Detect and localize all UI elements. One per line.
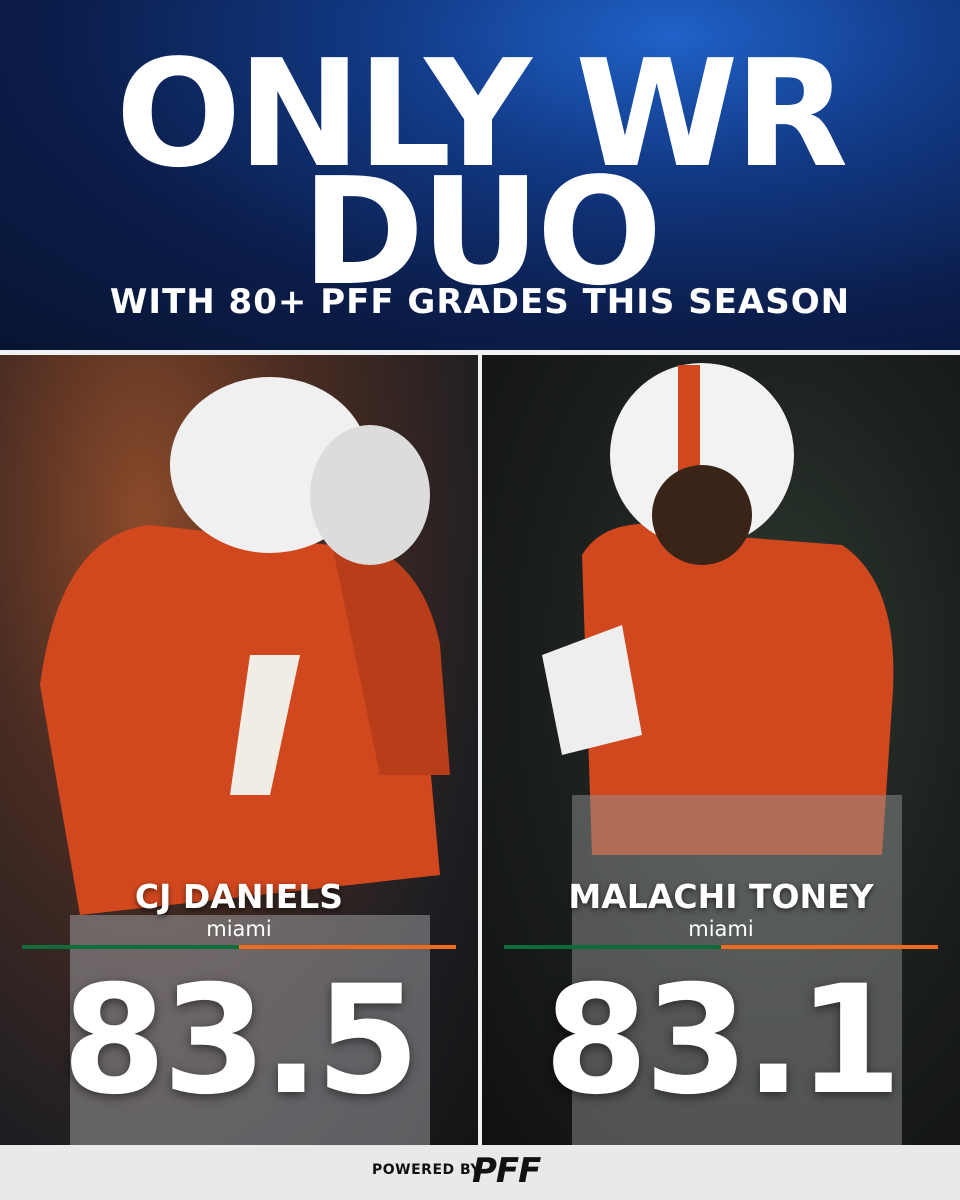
pants	[70, 915, 430, 1145]
player-card: CJ DANIELS miami 83.5	[0, 355, 478, 1145]
glove	[542, 625, 642, 755]
color-bar	[504, 945, 938, 949]
jersey	[330, 535, 450, 775]
player-school: miami	[688, 917, 754, 941]
powered-by: POWERED BY	[372, 1162, 482, 1178]
helmet-stripe	[678, 365, 700, 475]
player-name: CJ DANIELS	[134, 877, 344, 916]
face	[652, 465, 752, 565]
helmet	[310, 425, 430, 565]
footer: POWERED BY PFF	[0, 1145, 960, 1200]
color-bar	[22, 945, 456, 949]
header: ONLY WR DUO WITH 80+ PFF GRADES THIS SEA…	[0, 0, 960, 350]
player-photo	[40, 377, 450, 1145]
jersey-number	[230, 655, 300, 795]
pants	[572, 795, 902, 1145]
jersey	[40, 525, 440, 915]
player-grade: 83.1	[543, 954, 902, 1128]
divider	[478, 355, 482, 1145]
subtitle: WITH 80+ PFF GRADES THIS SEASON	[109, 282, 851, 322]
player-photo	[542, 363, 902, 1145]
divider	[0, 350, 960, 355]
player-card: MALACHI TONEY miami 83.1	[482, 355, 960, 1145]
title-line: DUO	[301, 146, 663, 318]
jersey	[582, 523, 894, 855]
player-name: MALACHI TONEY	[568, 877, 874, 916]
brand-logo: PFF	[472, 1151, 541, 1191]
player-grade: 83.5	[61, 954, 420, 1128]
player-school: miami	[206, 917, 272, 941]
title-line: ONLY WR	[115, 28, 849, 200]
